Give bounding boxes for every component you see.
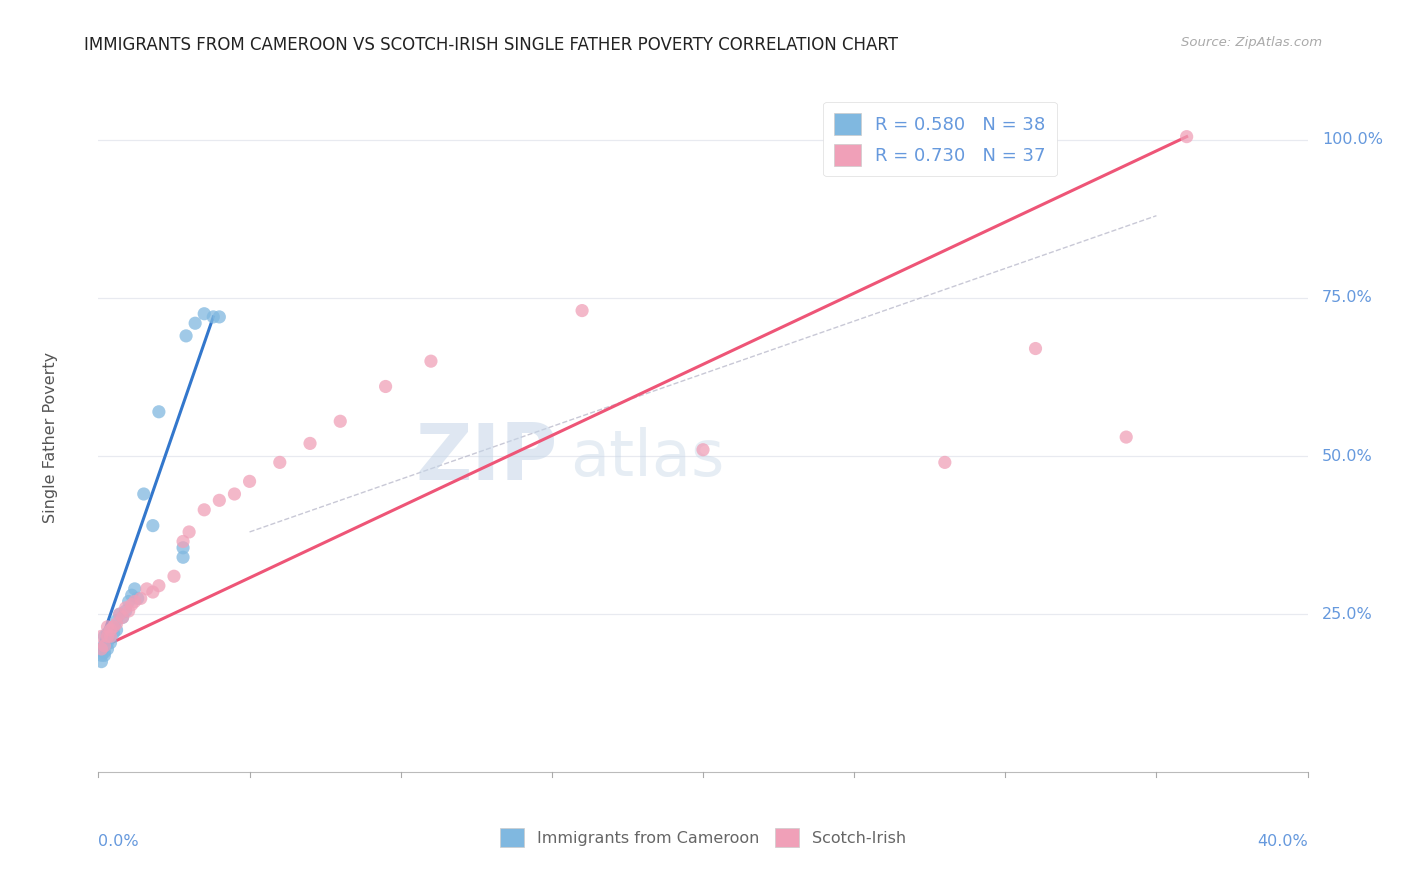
Point	[193, 307, 215, 321]
Point	[142, 518, 165, 533]
Point	[934, 455, 956, 469]
Point	[114, 604, 136, 618]
Point	[420, 354, 443, 368]
Point	[100, 629, 122, 643]
Point	[129, 591, 152, 606]
Point	[1024, 342, 1046, 356]
Point	[87, 642, 110, 657]
Point	[100, 635, 122, 649]
Text: IMMIGRANTS FROM CAMEROON VS SCOTCH-IRISH SINGLE FATHER POVERTY CORRELATION CHART: IMMIGRANTS FROM CAMEROON VS SCOTCH-IRISH…	[84, 36, 898, 54]
Point	[692, 442, 714, 457]
Point	[202, 310, 225, 324]
Point	[93, 639, 115, 653]
Point	[571, 303, 593, 318]
Point	[124, 594, 146, 608]
Point	[90, 648, 112, 663]
Point	[184, 316, 207, 330]
Point	[100, 623, 122, 637]
Point	[329, 414, 352, 428]
Text: 75.0%: 75.0%	[1322, 291, 1372, 305]
Text: Single Father Poverty: Single Father Poverty	[42, 351, 58, 523]
Point	[93, 648, 115, 663]
Text: 0.0%: 0.0%	[98, 834, 139, 848]
Point	[132, 487, 155, 501]
Point	[96, 632, 118, 647]
Point	[118, 604, 141, 618]
Point	[142, 585, 165, 599]
Point	[100, 629, 122, 643]
Text: Source: ZipAtlas.com: Source: ZipAtlas.com	[1181, 36, 1322, 49]
Point	[118, 594, 141, 608]
Point	[100, 623, 122, 637]
Point	[96, 629, 118, 643]
Point	[1115, 430, 1137, 444]
Point	[93, 645, 115, 659]
Point	[269, 455, 291, 469]
Point	[121, 588, 143, 602]
Point	[179, 524, 201, 539]
Point	[96, 620, 118, 634]
Legend: Immigrants from Cameroon, Scotch-Irish: Immigrants from Cameroon, Scotch-Irish	[494, 822, 912, 854]
Point	[172, 541, 194, 555]
Text: atlas: atlas	[569, 427, 724, 489]
Point	[108, 607, 131, 622]
Point	[103, 620, 125, 634]
Point	[208, 310, 231, 324]
Point	[374, 379, 396, 393]
Point	[90, 629, 112, 643]
Point	[239, 475, 262, 489]
Point	[96, 642, 118, 657]
Point	[299, 436, 322, 450]
Point	[96, 626, 118, 640]
Point	[96, 635, 118, 649]
Point	[193, 503, 215, 517]
Point	[105, 623, 128, 637]
Text: 40.0%: 40.0%	[1257, 834, 1308, 848]
Point	[172, 550, 194, 565]
Point	[90, 642, 112, 657]
Point	[208, 493, 231, 508]
Point	[90, 642, 112, 657]
Point	[105, 616, 128, 631]
Point	[174, 329, 197, 343]
Point	[108, 607, 131, 622]
Text: 50.0%: 50.0%	[1322, 449, 1372, 464]
Point	[148, 405, 170, 419]
Point	[135, 582, 157, 596]
Text: 100.0%: 100.0%	[1322, 132, 1384, 147]
Point	[148, 579, 170, 593]
Point	[105, 614, 128, 628]
Point	[103, 626, 125, 640]
Point	[224, 487, 246, 501]
Point	[163, 569, 186, 583]
Point	[121, 598, 143, 612]
Point	[1175, 129, 1198, 144]
Text: 25.0%: 25.0%	[1322, 607, 1372, 622]
Point	[124, 582, 146, 596]
Point	[127, 591, 149, 606]
Point	[114, 600, 136, 615]
Point	[93, 639, 115, 653]
Point	[103, 620, 125, 634]
Text: ZIP: ZIP	[416, 420, 558, 496]
Point	[93, 629, 115, 643]
Point	[93, 639, 115, 653]
Point	[90, 655, 112, 669]
Point	[111, 610, 134, 624]
Point	[172, 534, 194, 549]
Point	[96, 629, 118, 643]
Point	[111, 610, 134, 624]
